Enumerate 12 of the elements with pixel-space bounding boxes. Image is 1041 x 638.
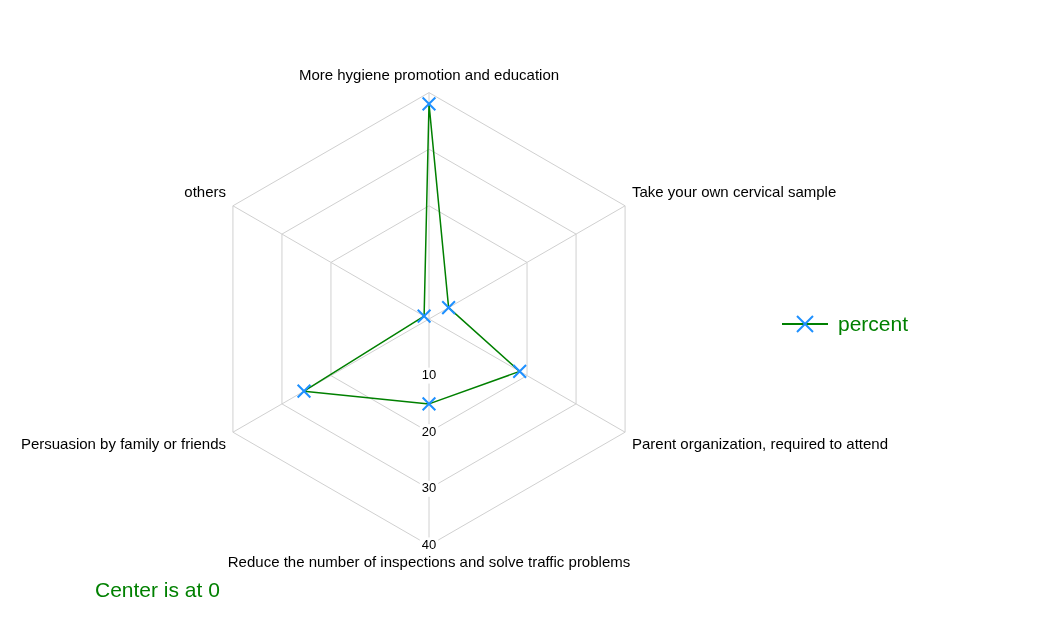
spoke-label: Reduce the number of inspections and solve traffic problems	[227, 552, 631, 570]
spoke-label: Parent organization, required to attend	[632, 435, 889, 453]
text: Center is at 0	[95, 578, 220, 602]
spoke-label: others	[184, 182, 226, 200]
y-tick-label: 20	[421, 423, 437, 439]
legend-label: percent	[838, 312, 909, 336]
y-tick-label: 40	[421, 536, 437, 552]
spoke-label: Take your own cervical sample	[632, 182, 837, 200]
spoke-label: More hygiene promotion and education	[298, 65, 560, 83]
spoke-label: Persuasion by family or friends	[20, 435, 226, 453]
y-tick-label: 30	[421, 480, 437, 496]
y-tick-label: 10	[421, 367, 437, 383]
